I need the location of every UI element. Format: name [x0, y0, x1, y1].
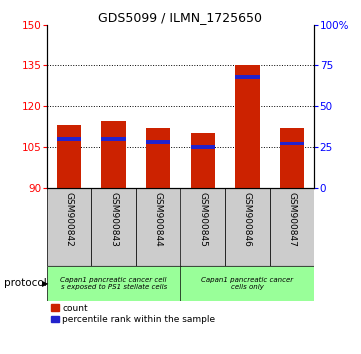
Title: GDS5099 / ILMN_1725650: GDS5099 / ILMN_1725650	[99, 11, 262, 24]
Legend: count, percentile rank within the sample: count, percentile rank within the sample	[52, 304, 216, 324]
Text: ▶: ▶	[42, 279, 48, 288]
Bar	[235, 75, 260, 79]
Bar	[146, 140, 170, 144]
Bar	[180, 188, 225, 266]
Bar	[270, 188, 314, 266]
Bar	[235, 65, 260, 188]
Text: Capan1 pancreatic cancer
cells only: Capan1 pancreatic cancer cells only	[201, 276, 293, 290]
Bar	[101, 137, 126, 141]
Bar	[279, 142, 304, 145]
Bar	[225, 188, 270, 266]
Text: GSM900844: GSM900844	[154, 192, 163, 246]
Bar	[47, 188, 91, 266]
Bar	[180, 266, 314, 301]
Bar	[191, 145, 215, 149]
Text: GSM900842: GSM900842	[65, 192, 74, 246]
Bar	[146, 128, 170, 188]
Bar	[136, 188, 180, 266]
Text: GSM900846: GSM900846	[243, 192, 252, 246]
Bar	[57, 137, 82, 141]
Text: protocol: protocol	[4, 278, 46, 288]
Bar	[47, 266, 180, 301]
Bar	[191, 133, 215, 188]
Bar	[91, 188, 136, 266]
Bar	[57, 125, 82, 188]
Text: Capan1 pancreatic cancer cell
s exposed to PS1 stellate cells: Capan1 pancreatic cancer cell s exposed …	[60, 276, 167, 290]
Bar	[279, 128, 304, 188]
Text: GSM900847: GSM900847	[287, 192, 296, 246]
Bar	[101, 121, 126, 188]
Text: GSM900845: GSM900845	[198, 192, 207, 246]
Text: GSM900843: GSM900843	[109, 192, 118, 246]
